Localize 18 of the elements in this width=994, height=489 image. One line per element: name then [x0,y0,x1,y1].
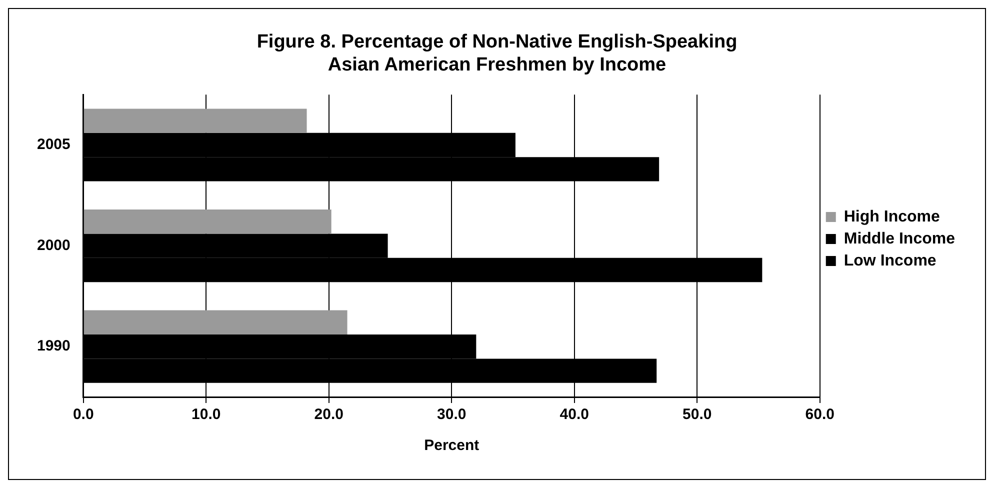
x-tick-label: 60.0 [805,406,834,424]
chart-title: Figure 8. Percentage of Non-Native English-Speaking Asian American Freshmen by Income [256,32,738,76]
y-tick-label: 2000 [36,236,70,254]
x-tick-label: 50.0 [682,406,712,424]
y-tick-label: 1990 [36,338,70,355]
bar [84,310,348,335]
x-axis-title: Percent [424,437,480,454]
bar [84,210,332,234]
x-tick-label: 20.0 [314,406,344,424]
bar [84,108,307,133]
legend-label: High Income [844,208,940,226]
legend-label: Low Income [844,252,936,270]
legend-label: Middle Income [844,230,956,248]
x-tick-label: 40.0 [560,406,589,424]
x-tick-label: 0.0 [72,406,94,424]
x-tick-label: 30.0 [437,406,466,424]
x-tick-label: 10.0 [192,406,221,424]
y-tick-label: 2005 [36,136,70,154]
